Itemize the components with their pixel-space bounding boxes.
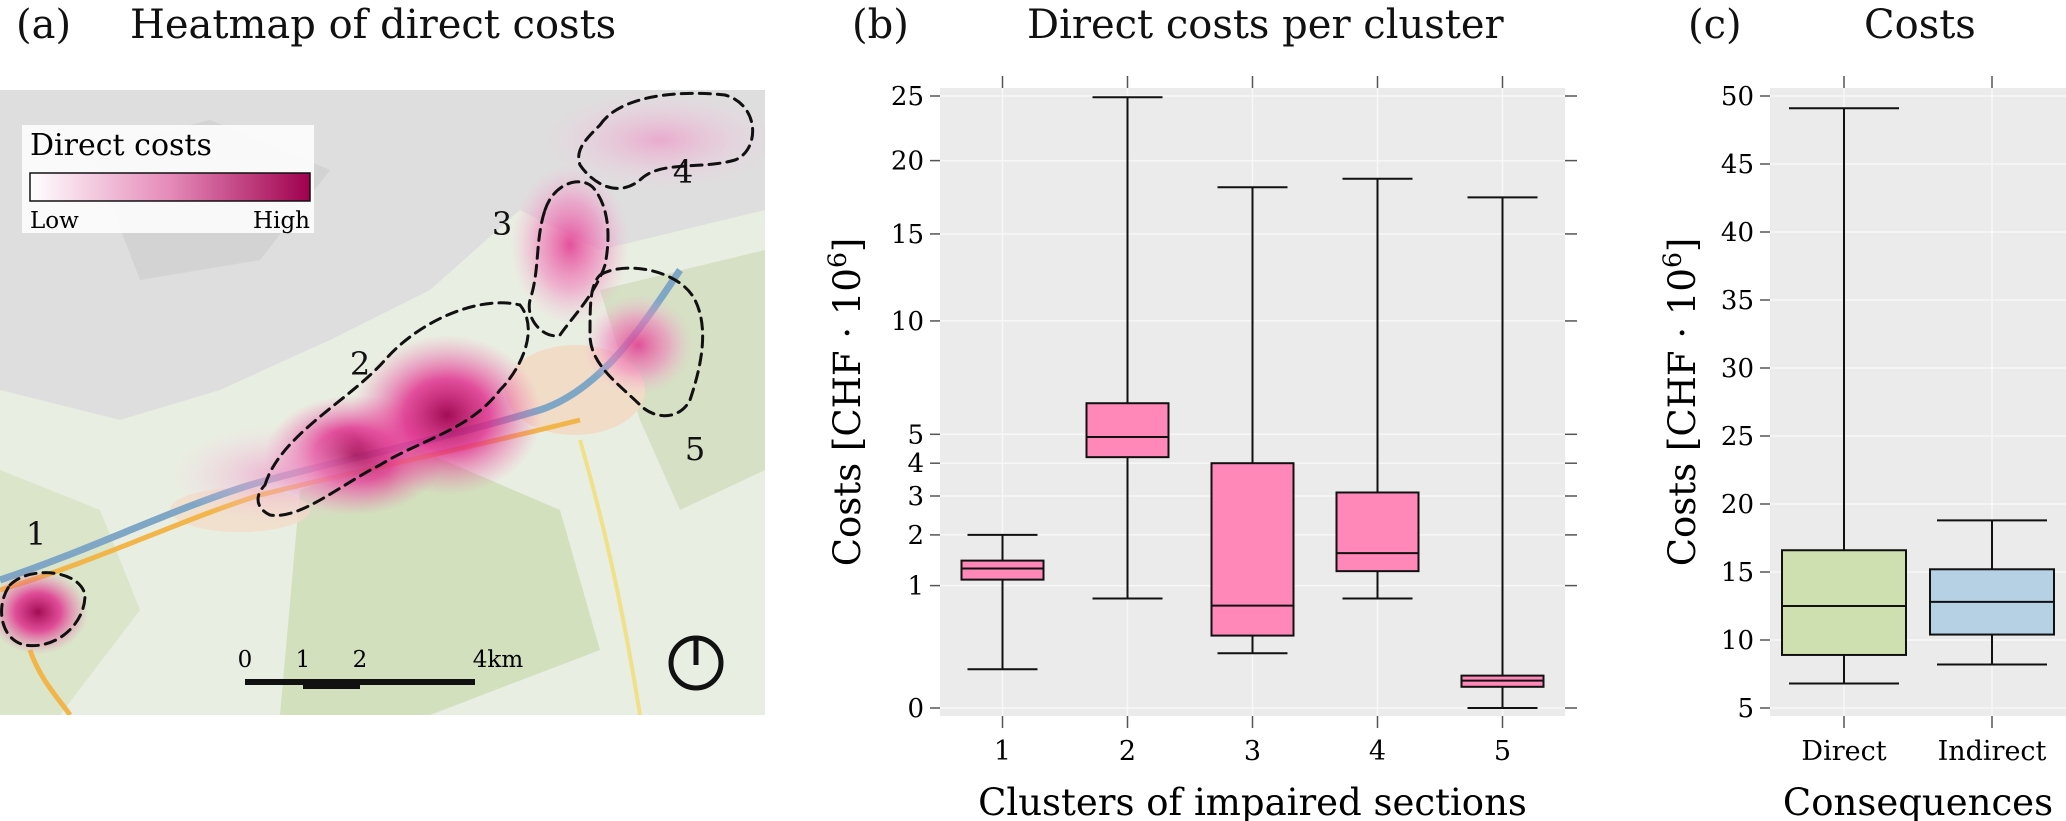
- panel-a-title: Heatmap of direct costs: [130, 2, 617, 48]
- forest-slope: [280, 450, 600, 715]
- scale-tick-0: 0: [238, 647, 253, 673]
- consequence-ytick-label: 40: [1721, 218, 1754, 248]
- cluster-ytick-label: 2: [907, 521, 924, 551]
- heatmap-legend: Direct costs Low High: [22, 125, 314, 234]
- scale-tick-2: 2: [353, 647, 368, 673]
- cluster-ytick-label: 1: [907, 572, 924, 602]
- cluster-outline-4: [577, 91, 755, 190]
- cluster-label-3: 3: [492, 205, 512, 243]
- cluster-label-5: 5: [685, 430, 705, 468]
- consequence-ytick-label: 25: [1721, 422, 1754, 452]
- consequence-ytick-label: 15: [1721, 558, 1754, 588]
- panel-c-title: Costs: [1864, 2, 1976, 48]
- cluster-ytick-label: 3: [907, 482, 924, 512]
- consequence-box-Direct: [1781, 549, 1907, 656]
- heat-cluster-3: [510, 165, 630, 325]
- cluster-ytick-label: 15: [891, 220, 924, 250]
- consequence-xtick-label: Indirect: [1938, 736, 2047, 767]
- heatmap-map: 1 2 3 4 5 Direct costs Low High 0 1 2 4k…: [0, 90, 765, 715]
- compass-north-icon: [668, 635, 724, 691]
- cluster-label-4: 4: [673, 153, 693, 191]
- heat-cluster-2c: [170, 425, 390, 525]
- heatmap-svg: 1 2 3 4 5 Direct costs Low High 0 1 2 4k…: [0, 90, 765, 715]
- road-south: [578, 439, 642, 715]
- cluster-ytick-label: 0: [907, 694, 924, 724]
- cluster-xlabel: Clusters of impaired sections: [978, 781, 1527, 821]
- cluster-outline-3: [527, 180, 610, 338]
- cluster-ytick-label: 25: [891, 82, 924, 112]
- consequence-ytick-label: 10: [1721, 626, 1754, 656]
- legend-high: High: [253, 208, 310, 234]
- cluster-xtick-label: 1: [994, 736, 1011, 767]
- consequence-ytick-label: 45: [1721, 150, 1754, 180]
- panel-b-title: Direct costs per cluster: [1027, 2, 1504, 48]
- cluster-outline-2: [256, 301, 530, 517]
- cluster-xtick-label: 3: [1244, 736, 1261, 767]
- scale-tick-4km: 4km: [473, 647, 524, 673]
- consequence-ylabel: Costs [CHF · 106]: [1658, 238, 1704, 567]
- cluster-outline-1: [0, 571, 87, 648]
- panel-a-label: (a): [16, 2, 72, 48]
- scale-bar: 0 1 2 4km: [238, 647, 524, 689]
- cluster-box-3: [1210, 462, 1295, 637]
- cluster-box-2: [1085, 402, 1170, 459]
- consequence-ytick-label: 20: [1721, 490, 1754, 520]
- legend-colorbar: [29, 172, 311, 202]
- cluster-xtick-label: 5: [1494, 736, 1511, 767]
- consequence-ytick-label: 30: [1721, 354, 1754, 384]
- cluster-box-4: [1335, 491, 1420, 573]
- cluster-ytick-label: 4: [907, 449, 924, 479]
- consequence-ytick-label: 5: [1737, 694, 1754, 724]
- cluster-ylabel: Costs [CHF · 106]: [823, 238, 869, 567]
- panel-c-label: (c): [1688, 2, 1742, 48]
- consequence-ytick-label: 50: [1721, 82, 1754, 112]
- cluster-box-1: [960, 559, 1045, 581]
- cluster-ytick-label: 20: [891, 147, 924, 177]
- cluster-label-2: 2: [350, 345, 370, 383]
- scale-tick-1: 1: [296, 647, 311, 673]
- consequence-ytick-label: 35: [1721, 286, 1754, 316]
- heat-cluster-5: [583, 295, 693, 395]
- cluster-ytick-label: 5: [907, 420, 924, 450]
- consequence-xlabel: Consequences: [1783, 781, 2053, 821]
- cluster-xtick-label: 4: [1369, 736, 1386, 767]
- panel-b-label: (b): [852, 2, 909, 48]
- cluster-ytick-label: 10: [891, 307, 924, 337]
- road-west: [27, 649, 73, 715]
- cluster-label-1: 1: [26, 515, 46, 553]
- legend-low: Low: [30, 208, 79, 234]
- legend-title: Direct costs: [30, 128, 212, 163]
- cluster-xtick-label: 2: [1119, 736, 1136, 767]
- consequence-xtick-label: Direct: [1801, 736, 1886, 767]
